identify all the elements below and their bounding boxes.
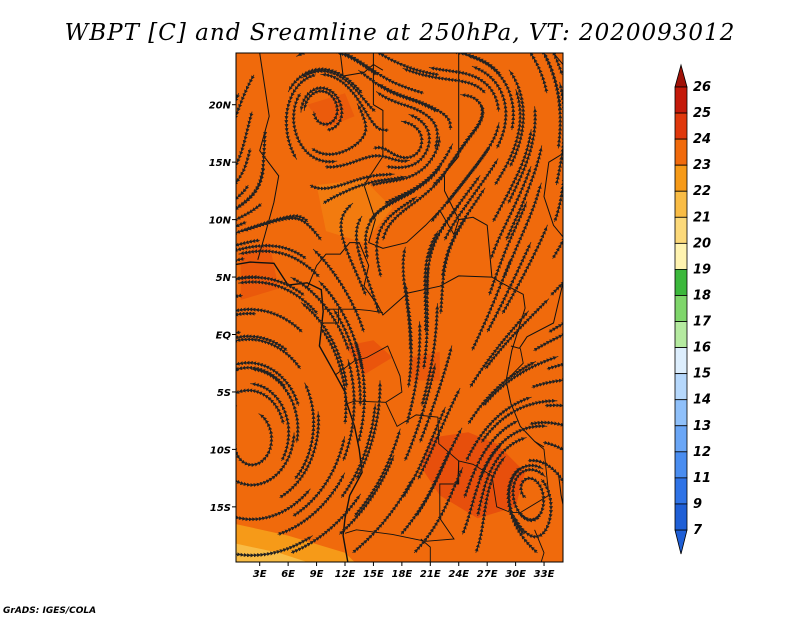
colorbar-label: 19 [693,262,711,277]
x-tick-label: 15E [363,569,384,580]
streamline [338,202,368,296]
streamline [236,74,255,138]
y-tick-label: 10S [210,445,231,456]
streamline [236,334,288,352]
streamline [294,382,316,480]
x-tick-label: 33E [534,569,555,580]
streamline [550,275,563,296]
map-boundary [601,266,648,461]
streamline [284,73,316,160]
streamline [531,377,563,389]
streamline [405,321,422,425]
colorbar-segment [674,112,688,140]
y-tick-label: 15N [209,158,232,169]
y-tick-label: 10N [209,216,232,227]
x-tick-label: 24E [448,569,469,580]
x-tick-label: 6E [281,569,295,580]
streamline [548,320,563,334]
colorbar-label: 26 [693,80,711,95]
colorbar-extend-high [674,63,688,88]
streamline [551,222,563,259]
colorbar-label: 12 [693,445,711,460]
x-tick-label: 21E [420,569,441,580]
x-tick-label: 3E [253,569,267,580]
streamline [544,403,563,409]
streamline [570,180,573,204]
colorbar-segment [674,295,688,322]
streamline [292,436,346,517]
y-tick-label: EQ [216,331,232,342]
streamline [236,129,268,214]
streamline [355,380,382,480]
colorbar-segment [674,503,688,531]
y-tick-label: 5S [217,388,231,399]
streamline [533,331,563,352]
x-tick-label: 27E [477,569,498,580]
colorbar-segment [674,269,688,296]
x-tick-label: 18E [391,569,412,580]
streamline [236,238,260,249]
credit-label: GrADS: IGES/COLA [3,606,96,616]
plot-area [236,53,648,562]
colorbar: 7 9 11 12 13 14 15 16 17 18 19 20 21 22 23 24 25 26 [674,63,712,555]
y-tick-label: 5N [216,273,232,284]
colorbar-label: 24 [693,132,711,147]
chart-title: WBPT [C] and Sreamline at 250hPa, VT: 20… [65,20,736,46]
colorbar-segment [674,138,688,166]
streamline [529,420,563,429]
streamline [553,121,563,223]
streamline [543,440,563,455]
colorbar-label: 7 [693,523,703,538]
streamline [236,367,239,373]
y-tick-label: 15S [210,503,231,514]
colorbar-label: 23 [693,158,711,173]
colorbar-segment [674,164,688,192]
colorbar-segment [674,242,688,270]
streamlines [236,53,573,558]
plot-frame [235,52,564,563]
colorbar-segment [674,321,688,348]
colorbar-label: 14 [693,393,711,408]
colorbar-segment [674,399,688,427]
streamline [508,69,526,167]
streamline [236,330,241,336]
streamline [522,53,549,94]
colorbar-label: 20 [693,236,711,251]
streamline [236,432,296,488]
streamline [537,53,563,112]
x-tick-label: 9E [310,569,324,580]
colorbar-segment [674,216,688,244]
colorbar-label: 15 [693,367,711,382]
streamline [507,106,538,204]
colorbar-label: 9 [693,497,702,512]
streamline [527,458,563,496]
colorbar-label: 16 [693,341,711,356]
colorbar-label: 21 [693,210,711,225]
colorbar-segment [674,347,688,375]
streamline [549,53,563,75]
streamline [236,243,307,260]
colorbar-segment [674,477,688,505]
colorbar-segment [674,190,688,218]
colorbar-label: 18 [693,288,711,303]
colorbar-segment [674,373,688,401]
streamline [236,213,309,236]
colorbar-segment [674,425,688,453]
y-tick-label: 20N [209,101,232,112]
colorbar-segment [674,86,688,114]
y-axis: 20N 15N 10N 5N EQ 5S 10S 15S [209,101,236,514]
colorbar-label: 17 [693,315,712,330]
x-tick-label: 30E [505,569,526,580]
colorbar-extend-low [674,529,688,555]
x-tick-label: 12E [335,569,356,580]
x-axis: 3E 6E 9E 12E 15E 18E 21E 24E 27E 30E 33E [253,562,555,580]
colorbar-segment [674,451,688,479]
colorbar-label: 13 [693,419,711,434]
colorbar-label: 22 [693,184,711,199]
colorbar-label: 11 [693,471,711,486]
colorbar-label: 25 [693,106,711,121]
streamline [546,362,563,371]
